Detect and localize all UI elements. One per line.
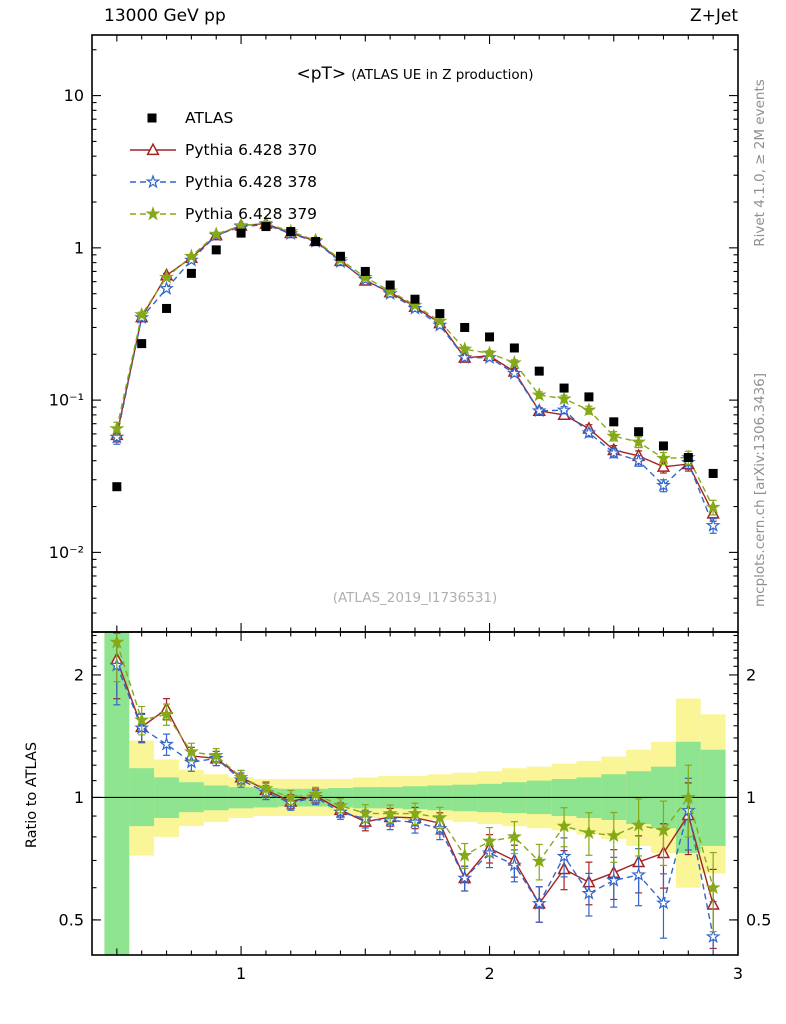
legend-label-pythia-378: Pythia 6.428 378 [185,173,318,191]
analysis-id-watermark: (ATLAS_2019_I1736531) [332,590,498,606]
ratio-axis-label: Ratio to ATLAS [24,741,40,849]
ratio-panel-frame [91,631,739,956]
main-ytick-label: 10⁻¹ [49,391,84,410]
legend-label-atlas: ATLAS [185,109,234,127]
observable-subtitle: (ATLAS UE in Z production) [351,67,534,83]
xtick-label: 3 [733,964,743,983]
mcplots-credit-label: mcplots.cern.ch [arXiv:1306.3436] [752,372,768,608]
legend-label-pythia-370: Pythia 6.428 370 [185,141,318,159]
legend-label-pythia-379: Pythia 6.428 379 [185,205,318,223]
ratio-ytick-label-left: 0.5 [59,910,84,929]
ratio-ytick-label-right: 0.5 [746,910,771,929]
ratio-series [109,632,721,955]
main-ytick-label: 10⁻² [49,543,84,562]
rivet-version-label: Rivet 4.1.0, ≥ 2M events [752,79,768,247]
plot-title: <pT> (ATLAS UE in Z production) [92,64,738,84]
beam-energy-label: 13000 GeV pp [104,6,226,26]
legend-markers [130,113,176,221]
process-label: Z+Jet [689,6,738,26]
ratio-ytick-label-left: 2 [74,665,84,684]
main-ytick-label: 1 [74,238,84,257]
xtick-label: 1 [236,964,246,983]
ratio-ytick-label-right: 2 [746,665,756,684]
ratio-ytick-label-left: 1 [74,788,84,807]
main-ytick-label: 10 [64,86,84,105]
main-series [109,215,721,534]
observable-title: <pT> [296,64,347,84]
xtick-label: 2 [484,964,494,983]
ratio-ytick-label-right: 1 [746,788,756,807]
tick-labels: 10 1 10⁻¹ 10⁻² 2 2 1 1 0.5 0.5 1 2 3 [49,86,772,983]
